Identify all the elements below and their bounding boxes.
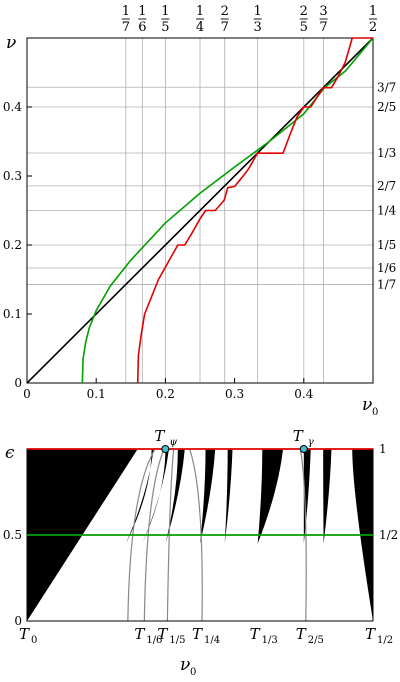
- tongue-boundary-curve: [166, 448, 175, 622]
- top-fraction-denominator: 3: [254, 20, 262, 35]
- top-fraction-numerator: 3: [319, 4, 327, 19]
- top-fraction-numerator: 1: [254, 4, 262, 19]
- top-fraction-denominator: 7: [221, 20, 229, 35]
- right-fraction-label: 2/7: [377, 179, 396, 193]
- bottom-label-subscript: 2/5: [308, 635, 324, 646]
- x-axis-label-subscript: 0: [372, 407, 378, 418]
- series-line: [26, 37, 374, 384]
- bottom-label-symbol: T: [134, 625, 145, 643]
- bottom-label-symbol: T: [365, 625, 376, 643]
- bottom-label-subscript: 1/5: [169, 635, 185, 646]
- y-tick-label: 0.4: [3, 100, 22, 114]
- x-tick-label: 0.1: [87, 387, 106, 401]
- top-fraction-numerator: 2: [221, 4, 229, 19]
- y-tick-label: 0.3: [3, 169, 22, 183]
- bottom-label-subscript: 1/3: [262, 635, 278, 646]
- bottom-label-symbol: T: [296, 625, 307, 643]
- tongue-boundary-curve: [299, 448, 307, 622]
- right-fraction-label: 1/5: [377, 238, 396, 252]
- y-tick-label: 0: [14, 376, 22, 390]
- top-fraction-numerator: 1: [122, 4, 130, 19]
- point-label-subscript: γ: [308, 437, 314, 448]
- y-axis-label: ϵ: [5, 443, 15, 463]
- right-tick-label: 1: [379, 442, 387, 456]
- bottom-label-symbol: T: [192, 625, 203, 643]
- bottom-label-subscript: 0: [31, 635, 37, 646]
- tongue-boundary-curve: [127, 448, 156, 622]
- top-fraction-denominator: 2: [369, 20, 377, 35]
- bottom-label-symbol: T: [250, 625, 261, 643]
- right-fraction-label: 1/7: [377, 277, 396, 291]
- x-tick-label: 0.3: [225, 387, 244, 401]
- top-fraction-numerator: 1: [369, 4, 377, 19]
- bottom-label-subscript: 1/4: [204, 635, 220, 646]
- top-fraction-numerator: 1: [161, 4, 169, 19]
- tongue-region: [142, 449, 169, 544]
- right-fraction-label: 1/6: [377, 261, 396, 275]
- bottom-label-symbol: T: [157, 625, 168, 643]
- tongue-region: [224, 449, 233, 544]
- x-tick-label: 0.2: [156, 387, 175, 401]
- right-tick-label: 1/2: [379, 528, 398, 542]
- x-axis-label: ν: [180, 655, 190, 675]
- right-fraction-label: 3/7: [377, 80, 396, 94]
- x-axis-label: ν: [362, 395, 372, 415]
- right-fraction-label: 1/3: [377, 146, 396, 160]
- bottom-label-subscript: 1/2: [377, 635, 393, 646]
- top-fraction-numerator: 1: [196, 4, 204, 19]
- bottom-label-subscript: 1/6: [146, 635, 162, 646]
- x-tick-label: 0.4: [294, 387, 313, 401]
- tongue-region: [200, 449, 216, 544]
- x-tick-label: 0: [23, 387, 31, 401]
- y-tick-label: 0.5: [3, 528, 22, 542]
- point-label-subscript: ψ: [169, 437, 177, 448]
- plot-frame-top: [26, 37, 374, 384]
- point-label-symbol: T: [154, 427, 165, 445]
- right-fraction-label: 2/5: [377, 100, 396, 114]
- y-tick-label: 0.2: [3, 238, 22, 252]
- highlight-point: [161, 445, 170, 453]
- y-tick-label: 0: [14, 614, 22, 628]
- highlight-point: [299, 445, 308, 453]
- top-fraction-denominator: 7: [319, 20, 327, 35]
- top-fraction-denominator: 5: [300, 20, 308, 35]
- top-fraction-denominator: 4: [196, 20, 204, 35]
- right-fraction-label: 1/4: [377, 204, 397, 218]
- tongue-boundary-curve: [189, 448, 203, 622]
- top-fraction-numerator: 2: [300, 4, 308, 19]
- top-fraction-numerator: 1: [138, 4, 146, 19]
- tongue-region: [323, 449, 332, 544]
- tongue-region: [257, 449, 284, 544]
- x-axis-label-subscript: 0: [190, 667, 196, 678]
- bottom-label-symbol: T: [19, 625, 30, 643]
- point-label-symbol: T: [293, 427, 304, 445]
- y-axis-label: ν: [6, 33, 16, 53]
- tongue-region: [165, 449, 185, 544]
- top-fraction-denominator: 6: [138, 20, 146, 35]
- tongue-region: [125, 449, 154, 544]
- tongue-boundary-curve: [143, 448, 165, 622]
- top-fraction-denominator: 5: [161, 20, 169, 35]
- y-tick-label: 0.1: [3, 307, 22, 321]
- top-panel: 0 0.1 0.2 0.3 0.400.10.20.30.417161514271325…: [3, 4, 397, 418]
- top-fraction-denominator: 7: [122, 20, 130, 35]
- series-line: [136, 37, 373, 384]
